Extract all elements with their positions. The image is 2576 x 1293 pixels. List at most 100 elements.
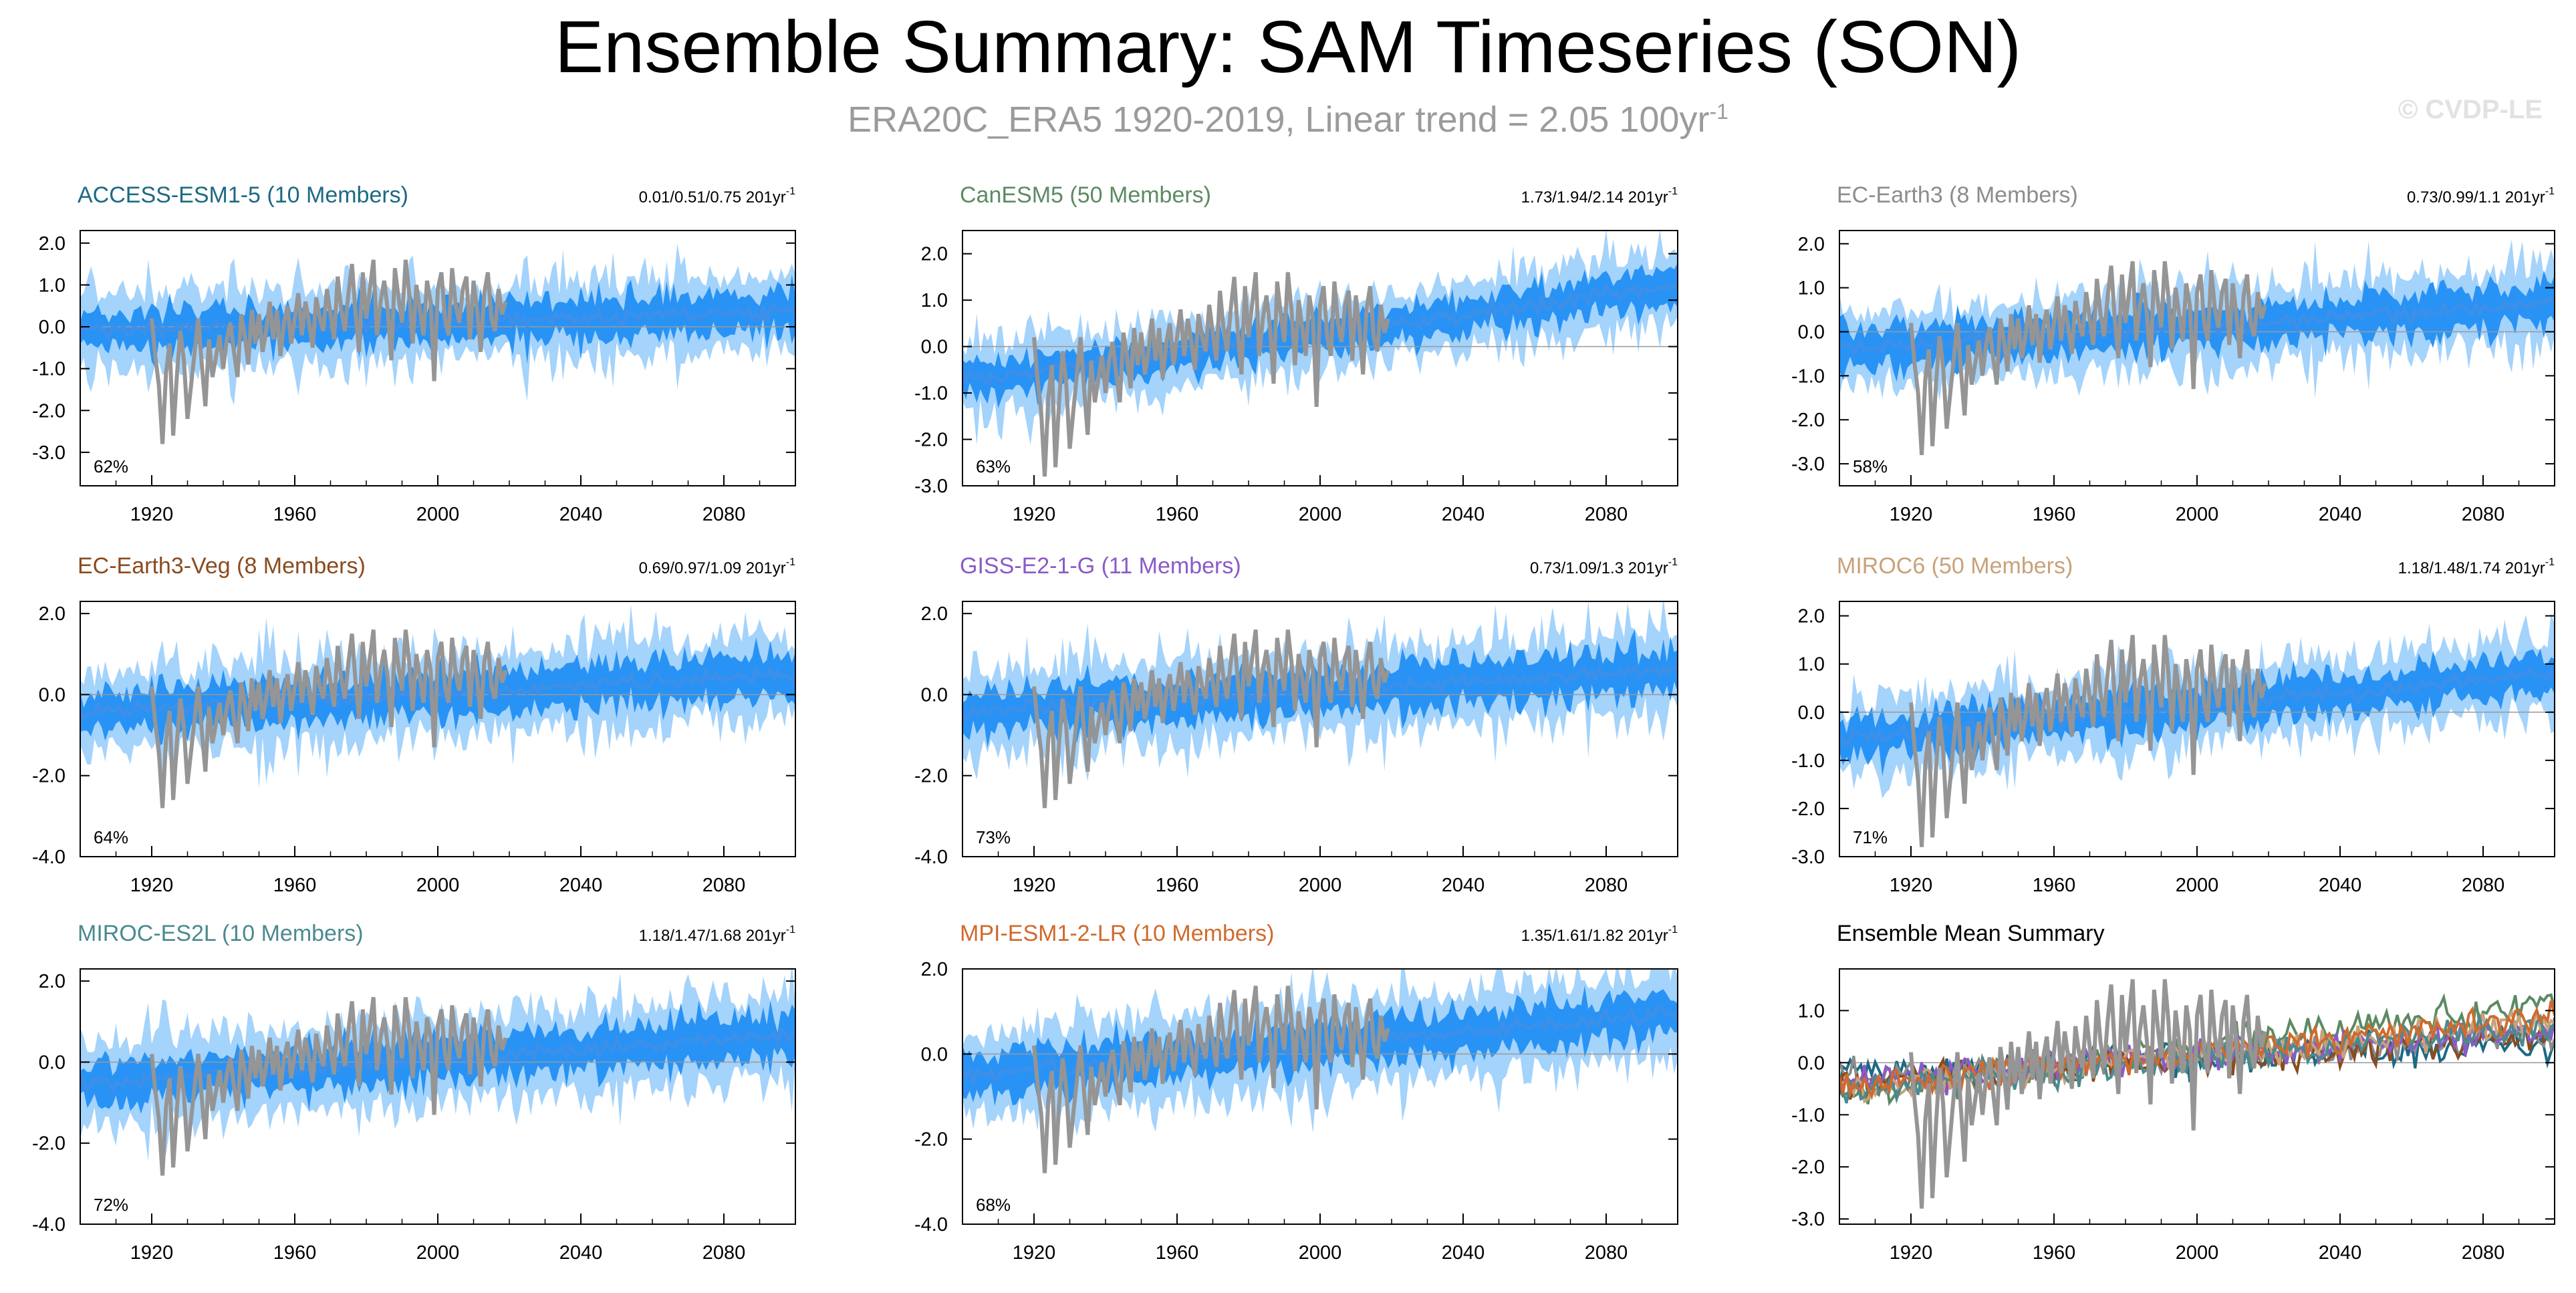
y-tick-label: 2.0 [921,603,948,625]
y-tick-label: -1.0 [1791,366,1825,387]
subtitle-text: ERA20C_ERA5 1920-2019, Linear trend = 2.… [848,100,1710,140]
y-tick-label: -3.0 [1791,847,1825,868]
panel-3: EC-Earth3 (8 Members) 0.73/0.99/1.1 201yr… [1791,182,2555,525]
y-tick-label: 1.0 [39,275,66,296]
panel-7: MIROC-ES2L (10 Members) 1.18/1.47/1.68 20… [32,921,796,1264]
x-tick-label: 1960 [2033,875,2076,896]
x-tick-label: 2080 [702,1242,746,1264]
y-tick-label: 0.0 [1798,321,1825,343]
x-tick-label: 2040 [1442,875,1485,896]
x-tick-label: 2000 [1299,875,1342,896]
panel-trend-label: 0.73/1.09/1.3 201yr-1 [1530,557,1678,577]
panel-title: MIROC-ES2L (10 Members) [78,921,364,946]
panel-title: MIROC6 (50 Members) [1837,553,2073,579]
y-tick-label: 1.0 [921,290,948,311]
observations-line [1032,629,1390,809]
y-tick-label: 0.0 [39,1052,66,1073]
panel-trend-superscript: -1 [1668,186,1678,197]
panel-9: Ensemble Mean Summary 1.0 0.0 -1.0 -2.0 -3.0 1… [1791,921,2555,1264]
panel-title: EC-Earth3-Veg (8 Members) [78,553,366,579]
y-tick-label: -3.0 [1791,1209,1825,1230]
panel-percent-label: 58% [1853,456,1888,476]
panel-trend-superscript: -1 [786,557,795,568]
x-tick-label: 2040 [559,504,603,525]
panel-data [80,969,795,1176]
x-tick-label: 2080 [1585,1242,1628,1264]
x-tick-label: 1960 [2033,504,2076,525]
x-tick-label: 2000 [416,1242,460,1264]
y-tick-label: -2.0 [1791,410,1825,431]
observations-line [1032,986,1390,1173]
x-tick-label: 1920 [1013,504,1056,525]
y-tick-label: -4.0 [914,1214,948,1236]
observations-line [150,629,508,809]
x-tick-label: 2040 [559,1242,603,1264]
y-tick-label: 0.0 [39,317,66,338]
y-tick-label: 2.0 [39,603,66,625]
x-tick-label: 2000 [2176,875,2219,896]
panel-title: EC-Earth3 (8 Members) [1837,182,2078,208]
y-tick-label: -4.0 [32,847,66,868]
x-tick-label: 2080 [2462,1242,2505,1264]
x-tick-label: 1920 [130,504,174,525]
y-tick-label: -1.0 [32,359,66,380]
x-tick-label: 1960 [273,1242,317,1264]
observations-line [1909,635,2267,847]
y-tick-label: -2.0 [914,430,948,451]
x-tick-label: 1960 [273,504,317,525]
panel-data [1839,613,2555,847]
panel-data [80,243,795,444]
panel-percent-label: 62% [94,456,128,476]
panel-title: Ensemble Mean Summary [1837,921,2105,946]
panel-trend-superscript: -1 [786,186,795,197]
y-tick-label: 2.0 [921,959,948,980]
observations-line [1032,272,1390,477]
x-tick-label: 2040 [559,875,603,896]
y-tick-label: -3.0 [1791,454,1825,475]
panel-2: CanESM5 (50 Members) 1.73/1.94/2.14 201yr… [914,182,1678,525]
y-tick-label: -4.0 [32,1214,66,1236]
y-tick-label: -2.0 [914,766,948,787]
observations-line [1909,261,2267,456]
x-tick-label: 2000 [416,504,460,525]
observations-line [150,259,508,444]
panel-6: MIROC6 (50 Members) 1.18/1.48/1.74 201yr-… [1791,553,2555,896]
x-tick-label: 2080 [2462,875,2505,896]
y-tick-label: -1.0 [1791,750,1825,772]
x-tick-label: 1920 [1013,1242,1056,1264]
panel-trend-label: 0.01/0.51/0.75 201yr-1 [639,186,796,206]
y-tick-label: 0.0 [921,684,948,706]
y-tick-label: 2.0 [1798,234,1825,255]
panel-percent-label: 73% [976,827,1011,847]
x-tick-label: 2080 [702,875,746,896]
x-tick-label: 2040 [1442,504,1485,525]
y-tick-label: -3.0 [914,476,948,497]
panel-data [962,969,1678,1173]
subtitle-superscript: -1 [1709,100,1728,124]
x-tick-label: 2000 [416,875,460,896]
y-tick-label: -4.0 [914,847,948,868]
y-tick-label: -2.0 [1791,1157,1825,1178]
panel-trend-superscript: -1 [1668,557,1678,568]
y-tick-label: 1.0 [1798,278,1825,299]
panel-title: CanESM5 (50 Members) [960,182,1211,208]
panel-trend-superscript: -1 [786,924,795,936]
panel-1: ACCESS-ESM1-5 (10 Members) 0.01/0.51/0.75… [32,182,796,525]
page-subtitle: ERA20C_ERA5 1920-2019, Linear trend = 2.… [0,99,2576,140]
x-tick-label: 1920 [130,1242,174,1264]
panel-title: MPI-ESM1-2-LR (10 Members) [960,921,1274,946]
x-tick-label: 2040 [2319,504,2362,525]
panel-4: EC-Earth3-Veg (8 Members) 0.69/0.97/1.09 … [32,553,796,896]
panel-data [80,604,795,809]
x-tick-label: 2080 [2462,504,2505,525]
x-tick-label: 1920 [1890,504,1933,525]
panel-trend-superscript: -1 [1668,924,1678,936]
y-tick-label: 2.0 [39,233,66,255]
y-tick-label: 2.0 [39,971,66,992]
y-tick-label: 0.0 [39,684,66,706]
panel-percent-label: 71% [1853,827,1888,847]
panel-trend-label: 1.18/1.47/1.68 201yr-1 [639,924,796,945]
copyright-label: © CVDP-LE [2398,95,2543,124]
y-tick-label: 2.0 [1798,606,1825,627]
